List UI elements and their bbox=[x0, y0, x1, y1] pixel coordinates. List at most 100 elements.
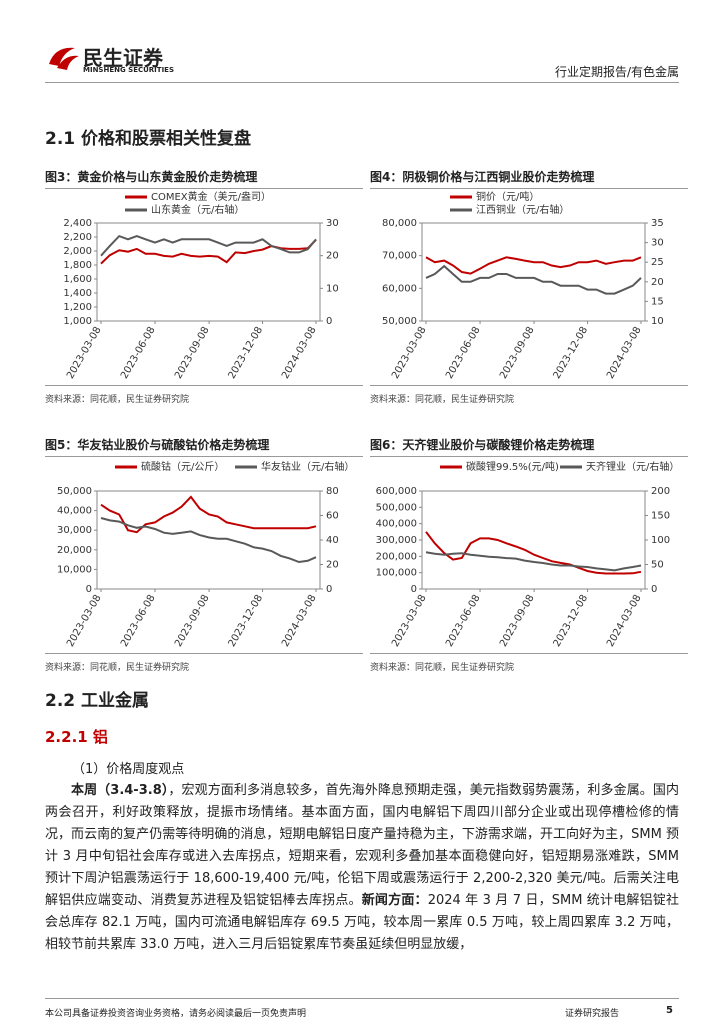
y2-tick-label: 50 bbox=[651, 560, 664, 571]
legend-label: 铜价（元/吨） bbox=[476, 190, 539, 203]
x-tick-label: 2024-03-08 bbox=[605, 325, 644, 381]
logo-en: MINSHENG SECURITIES bbox=[83, 66, 174, 74]
x-tick-label: 2023-09-08 bbox=[498, 325, 537, 381]
x-tick-label: 2023-06-08 bbox=[119, 325, 158, 381]
y-tick-label: 0 bbox=[411, 584, 417, 595]
y2-tick-label: 150 bbox=[651, 511, 670, 522]
x-tick-label: 2023-03-08 bbox=[390, 593, 429, 649]
page-number: 5 bbox=[666, 1005, 673, 1016]
y-tick-label: 2,200 bbox=[63, 232, 92, 243]
text: ，宏观方面利多消息较多，首先海外降息预期走强，美元指数弱势震荡，利多金属。国内两… bbox=[45, 783, 679, 908]
x-tick-label: 2023-06-08 bbox=[444, 593, 483, 649]
y2-tick-label: 30 bbox=[326, 218, 339, 229]
y-tick-label: 500,000 bbox=[376, 502, 417, 513]
y2-tick-label: 60 bbox=[326, 511, 339, 522]
legend-label: 天齐锂业（元/右轴） bbox=[586, 460, 679, 473]
y-tick-label: 1,000 bbox=[63, 316, 92, 327]
figure-source: 资料来源：同花顺，民生证券研究院 bbox=[370, 385, 688, 405]
section-title: 2.1 价格和股票相关性复盘 bbox=[45, 129, 252, 149]
legend-label: 碳酸锂99.5%(元/吨) bbox=[466, 460, 559, 473]
y2-tick-label: 0 bbox=[326, 584, 332, 595]
x-tick-label: 2023-12-08 bbox=[227, 593, 266, 649]
y-tick-label: 50,000 bbox=[57, 486, 92, 497]
y2-tick-label: 200 bbox=[651, 486, 670, 497]
y2-tick-label: 15 bbox=[651, 296, 664, 307]
x-tick-label: 2023-09-08 bbox=[498, 593, 537, 649]
figure: 图4：阴极铜价格与江西铜业股价走势梳理 50,000 60,000 70,000 80,… bbox=[370, 168, 692, 405]
y-tick-label: 10,000 bbox=[57, 564, 92, 575]
line-series bbox=[100, 495, 317, 534]
x-tick-label: 2023-06-08 bbox=[444, 325, 483, 381]
y-tick-label: 80,000 bbox=[382, 218, 417, 229]
x-tick-label: 2023-09-08 bbox=[173, 593, 212, 649]
y2-tick-label: 40 bbox=[326, 535, 339, 546]
figure-title: 图4：阴极铜价格与江西铜业股价走势梳理 bbox=[370, 168, 688, 189]
line-series bbox=[425, 256, 642, 275]
line-series bbox=[100, 517, 317, 564]
x-tick-label: 2023-09-08 bbox=[173, 325, 212, 381]
footer-rule bbox=[45, 998, 679, 999]
y2-tick-label: 80 bbox=[326, 486, 339, 497]
y-tick-label: 20,000 bbox=[57, 545, 92, 556]
y2-tick-label: 0 bbox=[651, 584, 657, 595]
y-tick-label: 200,000 bbox=[376, 551, 417, 562]
logo-cn: 民生证券 bbox=[83, 46, 163, 70]
figure-title: 图6：天齐锂业股价与碳酸锂价格走势梳理 bbox=[370, 436, 688, 457]
chart: 50,000 60,000 70,000 80,000 10 15 20 25 30 35 2023… bbox=[382, 190, 664, 381]
legend-label: 华友钴业（元/右轴） bbox=[261, 460, 354, 473]
y2-tick-label: 10 bbox=[326, 283, 339, 294]
line-series bbox=[425, 531, 642, 575]
doc-type: 证券研究报告 bbox=[565, 1009, 620, 1019]
logo-icon bbox=[49, 47, 79, 70]
y-tick-label: 100,000 bbox=[376, 568, 417, 579]
y2-tick-label: 20 bbox=[326, 251, 339, 262]
y-tick-label: 70,000 bbox=[382, 251, 417, 262]
y-tick-label: 30,000 bbox=[57, 525, 92, 536]
figure-title: 图5：华友钴业股价与硫酸钴价格走势梳理 bbox=[45, 436, 363, 457]
figure-source: 资料来源：同花顺，民生证券研究院 bbox=[370, 653, 688, 673]
y2-tick-label: 25 bbox=[651, 257, 664, 268]
y2-tick-label: 35 bbox=[651, 218, 664, 229]
figure-title: 图3：黄金价格与山东黄金股价走势梳理 bbox=[45, 168, 363, 189]
figure: 图6：天齐锂业股价与碳酸锂价格走势梳理 0 100,000 200,000 300,00… bbox=[370, 436, 692, 673]
x-tick-label: 2023-12-08 bbox=[552, 325, 591, 381]
y2-tick-label: 0 bbox=[326, 316, 332, 327]
legend-label: 江西铜业（元/右轴） bbox=[476, 203, 569, 216]
legend-label: 硫酸钴（元/公斤） bbox=[141, 460, 224, 473]
y-tick-label: 1,400 bbox=[63, 288, 92, 299]
y-tick-label: 0 bbox=[86, 584, 92, 595]
disclaimer: 本公司具备证券投资咨询业务资格，请务必阅读最后一页免责声明 bbox=[45, 1009, 307, 1019]
chart: 1,000 1,200 1,400 1,600 1,800 2,000 2,200 2,400… bbox=[63, 190, 339, 381]
figure: 图5：华友钴业股价与硫酸钴价格走势梳理 0 10,000 20,000 30,000 40… bbox=[45, 436, 367, 673]
chart: 0 10,000 20,000 30,000 40,000 50,000 0 20 40 60 80… bbox=[57, 460, 354, 649]
y2-tick-label: 100 bbox=[651, 535, 670, 546]
bold-text: 新闻方面： bbox=[361, 893, 428, 908]
figure: 图3：黄金价格与山东黄金股价走势梳理 1,000 1,200 1,400 1,600 1,… bbox=[45, 168, 367, 405]
figure-source: 资料来源：同花顺，民生证券研究院 bbox=[45, 385, 363, 405]
y2-tick-label: 20 bbox=[651, 277, 664, 288]
plot-frame bbox=[421, 222, 646, 322]
figure-source: 资料来源：同花顺，民生证券研究院 bbox=[45, 653, 363, 673]
y-tick-label: 1,200 bbox=[63, 302, 92, 313]
legend-label: COMEX黄金（美元/盎司） bbox=[151, 190, 271, 203]
x-tick-label: 2023-03-08 bbox=[65, 593, 104, 649]
section-title: 2.2 工业金属 bbox=[45, 691, 150, 711]
x-tick-label: 2024-03-08 bbox=[280, 325, 319, 381]
logo: 民生证券 MINSHENG SECURITIES bbox=[45, 42, 174, 76]
y-tick-label: 2,400 bbox=[63, 218, 92, 229]
y2-tick-label: 20 bbox=[326, 560, 339, 571]
x-tick-label: 2023-12-08 bbox=[552, 593, 591, 649]
y-tick-label: 60,000 bbox=[382, 283, 417, 294]
subsection-title: 2.2.1 铝 bbox=[45, 728, 108, 746]
y-tick-label: 1,600 bbox=[63, 274, 92, 285]
y-tick-label: 2,000 bbox=[63, 246, 92, 257]
y-tick-label: 1,800 bbox=[63, 260, 92, 271]
x-tick-label: 2024-03-08 bbox=[605, 593, 644, 649]
header-rule bbox=[45, 82, 679, 83]
paragraph: 本周（3.4-3.8），宏观方面利多消息较多，首先海外降息预期走强，美元指数弱势… bbox=[45, 780, 679, 956]
chart: 0 100,000 200,000 300,000 400,000 500,000 600,… bbox=[376, 460, 680, 649]
line-series bbox=[425, 264, 642, 295]
x-tick-label: 2023-06-08 bbox=[119, 593, 158, 649]
y-tick-label: 40,000 bbox=[57, 506, 92, 517]
